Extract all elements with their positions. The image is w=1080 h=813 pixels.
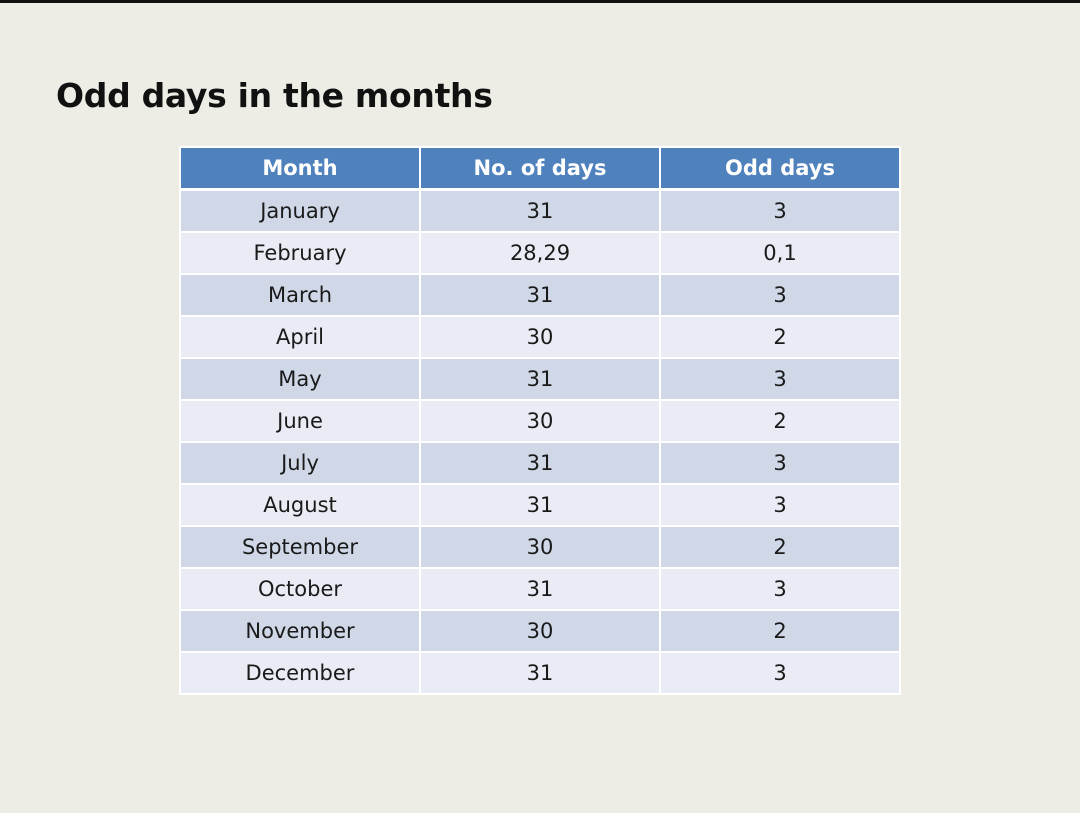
days-count-cell: 31 bbox=[419, 441, 661, 485]
month-cell: September bbox=[179, 525, 421, 569]
table-row: June 30 2 bbox=[179, 399, 901, 443]
month-cell: March bbox=[179, 273, 421, 317]
top-border bbox=[0, 0, 1080, 3]
odd-days-cell: 3 bbox=[659, 188, 901, 233]
month-cell: January bbox=[179, 188, 421, 233]
table-header-row: Month No. of days Odd days bbox=[179, 146, 901, 191]
month-cell: July bbox=[179, 441, 421, 485]
month-cell: February bbox=[179, 231, 421, 275]
odd-days-cell: 2 bbox=[659, 399, 901, 443]
odd-days-cell: 2 bbox=[659, 609, 901, 653]
days-count-cell: 30 bbox=[419, 399, 661, 443]
month-cell: November bbox=[179, 609, 421, 653]
odd-days-cell: 3 bbox=[659, 357, 901, 401]
table-row: October 31 3 bbox=[179, 567, 901, 611]
table-row: December 31 3 bbox=[179, 651, 901, 695]
days-count-cell: 31 bbox=[419, 567, 661, 611]
odd-days-cell: 2 bbox=[659, 525, 901, 569]
table-row: March 31 3 bbox=[179, 273, 901, 317]
days-count-cell: 31 bbox=[419, 273, 661, 317]
column-header-odd-days: Odd days bbox=[659, 146, 901, 191]
page-title: Odd days in the months bbox=[56, 76, 493, 115]
table-row: May 31 3 bbox=[179, 357, 901, 401]
days-count-cell: 30 bbox=[419, 525, 661, 569]
month-cell: April bbox=[179, 315, 421, 359]
odd-days-cell: 3 bbox=[659, 567, 901, 611]
odd-days-cell: 2 bbox=[659, 315, 901, 359]
month-cell: August bbox=[179, 483, 421, 527]
days-count-cell: 30 bbox=[419, 609, 661, 653]
odd-days-cell: 3 bbox=[659, 273, 901, 317]
month-cell: May bbox=[179, 357, 421, 401]
table-row: January 31 3 bbox=[179, 188, 901, 233]
column-header-no-of-days: No. of days bbox=[419, 146, 661, 191]
month-cell: December bbox=[179, 651, 421, 695]
table-body: January 31 3 February 28,29 0,1 March 31 3 April 3… bbox=[179, 188, 901, 695]
table-row: April 30 2 bbox=[179, 315, 901, 359]
odd-days-cell: 0,1 bbox=[659, 231, 901, 275]
odd-days-cell: 3 bbox=[659, 483, 901, 527]
month-cell: October bbox=[179, 567, 421, 611]
table-row: September 30 2 bbox=[179, 525, 901, 569]
table-row: February 28,29 0,1 bbox=[179, 231, 901, 275]
days-count-cell: 31 bbox=[419, 188, 661, 233]
days-count-cell: 31 bbox=[419, 357, 661, 401]
odd-days-cell: 3 bbox=[659, 651, 901, 695]
table-row: November 30 2 bbox=[179, 609, 901, 653]
column-header-month: Month bbox=[179, 146, 421, 191]
days-count-cell: 30 bbox=[419, 315, 661, 359]
days-count-cell: 28,29 bbox=[419, 231, 661, 275]
odd-days-cell: 3 bbox=[659, 441, 901, 485]
days-count-cell: 31 bbox=[419, 651, 661, 695]
table-row: July 31 3 bbox=[179, 441, 901, 485]
odd-days-table: Month No. of days Odd days January 31 3 Feb… bbox=[179, 146, 901, 695]
table-row: August 31 3 bbox=[179, 483, 901, 527]
days-count-cell: 31 bbox=[419, 483, 661, 527]
month-cell: June bbox=[179, 399, 421, 443]
